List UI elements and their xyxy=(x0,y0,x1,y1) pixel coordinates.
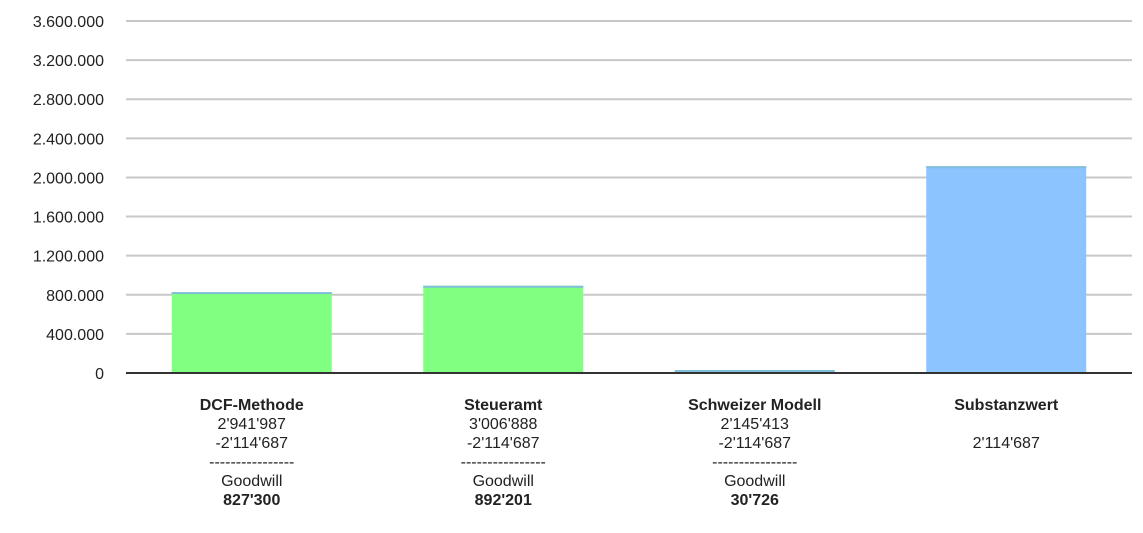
bar-substanzwert xyxy=(926,166,1087,373)
subtract-value: -2'114'687 xyxy=(215,435,289,452)
y-tick-label: 3.200.000 xyxy=(33,53,104,70)
category-name: DCF-Methode xyxy=(199,397,304,414)
bar-top-edge xyxy=(423,285,584,288)
goodwill-value: 892'201 xyxy=(474,492,532,509)
bar-dcf-methode xyxy=(171,292,332,373)
y-axis-ticks: 0 400.000 800.000 1.200.000 1.600.000 2.000.0… xyxy=(33,14,104,383)
bar-top-edge xyxy=(674,369,835,372)
bar-top-edge xyxy=(926,166,1087,169)
goodwill-label: Goodwill xyxy=(472,473,534,490)
separator: ---------------- xyxy=(460,454,546,471)
category-label-substanzwert: Substanzwert 2'114'687 xyxy=(891,396,1121,453)
y-tick-label: 2.000.000 xyxy=(33,170,104,187)
goodwill-value: 827'300 xyxy=(223,492,281,509)
y-tick-label: 3.600.000 xyxy=(33,14,104,31)
total-value: 3'006'888 xyxy=(469,416,538,433)
total-value xyxy=(891,415,1121,434)
y-tick-label: 1.200.000 xyxy=(33,249,104,266)
y-tick-label: 2.400.000 xyxy=(33,131,104,148)
bar-steueramt xyxy=(423,285,584,373)
y-tick-label: 2.800.000 xyxy=(33,92,104,109)
category-name: Steueramt xyxy=(464,397,543,414)
total-value: 2'145'413 xyxy=(720,416,789,433)
category-name: Substanzwert xyxy=(954,397,1059,414)
separator: ---------------- xyxy=(209,454,295,471)
y-tick-label: 0 xyxy=(95,366,104,383)
subtract-value: -2'114'687 xyxy=(466,435,540,452)
substanz-value: 2'114'687 xyxy=(972,435,1040,452)
category-label-steueramt: Steueramt 3'006'888 -2'114'687 ---------… xyxy=(388,396,618,510)
y-tick-label: 400.000 xyxy=(46,327,104,344)
y-tick-label: 1.600.000 xyxy=(33,210,104,227)
bars xyxy=(171,166,1087,373)
category-label-dcf: DCF-Methode 2'941'987 -2'114'687 -------… xyxy=(137,396,367,510)
goodwill-value: 30'726 xyxy=(730,492,779,509)
goodwill-label: Goodwill xyxy=(724,473,786,490)
subtract-value: -2'114'687 xyxy=(718,435,792,452)
category-label-schweizer-modell: Schweizer Modell 2'145'413 -2'114'687 --… xyxy=(640,396,870,510)
separator: ---------------- xyxy=(712,454,798,471)
bar-top-edge xyxy=(171,292,332,295)
total-value: 2'941'987 xyxy=(217,416,286,433)
category-name: Schweizer Modell xyxy=(688,397,822,414)
goodwill-label: Goodwill xyxy=(221,473,283,490)
y-tick-label: 800.000 xyxy=(46,288,104,305)
